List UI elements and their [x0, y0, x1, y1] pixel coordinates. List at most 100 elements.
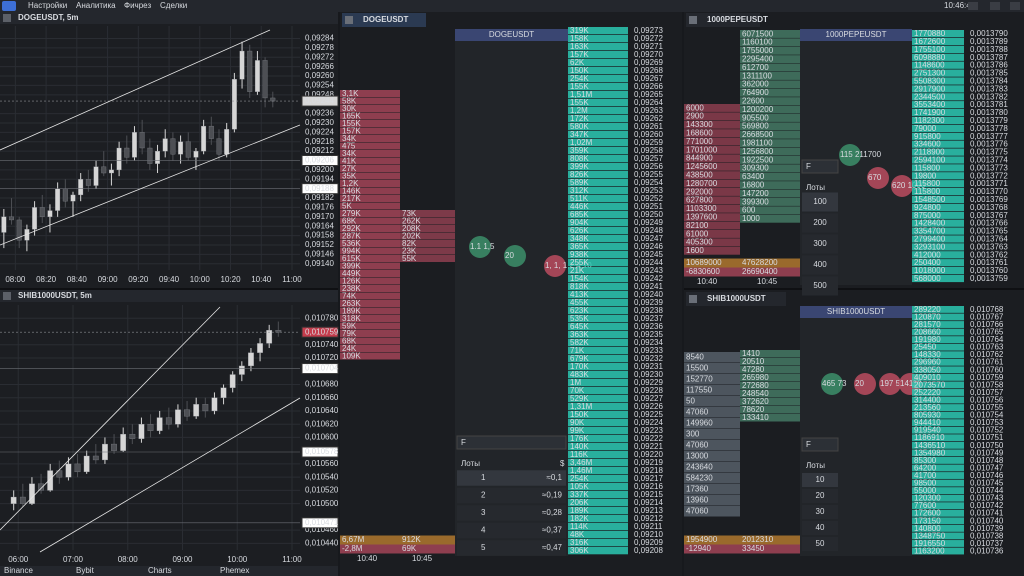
cluster-value: 536K — [342, 239, 361, 248]
filter-dropdown[interactable] — [801, 159, 839, 174]
book-volume-cell — [912, 457, 964, 464]
book-price: 0,010764 — [970, 335, 1004, 344]
cluster-value: 1,2K — [342, 179, 359, 188]
lot-button[interactable] — [802, 192, 838, 212]
book-price: 0,0013765 — [970, 227, 1008, 236]
tab-title: 1000PEPEUSDT — [707, 15, 768, 24]
filter-dropdown[interactable] — [456, 435, 567, 450]
book-price: 0,09218 — [634, 466, 663, 475]
footer-value: 26690400 — [742, 267, 778, 276]
candle-body — [101, 166, 107, 174]
book-volume: 62K — [570, 58, 585, 67]
lot-button[interactable] — [457, 505, 566, 521]
tab-icon[interactable] — [345, 16, 353, 24]
candle-body — [111, 443, 117, 451]
footer-cell — [740, 535, 800, 545]
candle-body — [39, 207, 45, 217]
book-price: 0,010742 — [970, 501, 1004, 510]
book-volume: 77600 — [914, 501, 937, 510]
book-price: 0,09233 — [634, 346, 663, 355]
lot-button[interactable] — [802, 489, 838, 503]
lot-button[interactable] — [802, 521, 838, 535]
book-volume: 645K — [570, 322, 589, 331]
lot-button[interactable] — [802, 234, 838, 254]
logo[interactable] — [2, 1, 16, 11]
book-price: 0,010755 — [970, 403, 1004, 412]
book-volume-cell — [912, 411, 964, 419]
book-volume: 312K — [570, 186, 589, 195]
filter-value: F — [461, 438, 466, 447]
lot-button[interactable] — [457, 470, 566, 486]
cluster-cell — [684, 246, 740, 255]
tab[interactable] — [686, 13, 760, 27]
book-volume: 679K — [570, 354, 589, 363]
candle-body — [254, 60, 260, 92]
filter-dropdown[interactable] — [801, 437, 839, 452]
cluster-value: 1981100 — [742, 139, 773, 148]
book-volume-cell — [568, 323, 628, 331]
book-price: 0,010758 — [970, 380, 1004, 389]
cluster-cell — [340, 300, 400, 307]
cluster-value: 143300 — [686, 120, 713, 129]
lot-button[interactable] — [802, 537, 838, 551]
lot-button[interactable] — [802, 473, 838, 487]
lot-usd: ≈0,47 — [542, 543, 563, 552]
bubble-label: 20 — [855, 379, 864, 388]
cluster-cell — [684, 462, 740, 473]
lot-button[interactable] — [802, 213, 838, 233]
window-button[interactable] — [1010, 2, 1020, 10]
book-volume: 154K — [570, 274, 589, 283]
tab[interactable] — [342, 13, 426, 27]
cluster-cell — [684, 230, 740, 238]
book-volume-cell — [568, 83, 628, 91]
lot-button[interactable] — [457, 540, 566, 556]
cluster-value: 248540 — [742, 389, 769, 398]
book-volume: 140800 — [914, 524, 941, 533]
book-volume-cell — [912, 464, 964, 472]
tab-icon[interactable] — [689, 295, 697, 303]
book-volume-cell — [568, 299, 628, 307]
book-volume: 155K — [570, 82, 589, 91]
candle-body — [138, 424, 145, 439]
chart-header — [0, 12, 338, 24]
y-tick-label: 0,09236 — [305, 109, 334, 118]
symbol-header — [800, 29, 912, 41]
cluster-cell — [340, 90, 400, 97]
window-button[interactable] — [990, 2, 1000, 10]
book-volume: 5508300 — [914, 76, 946, 85]
bubble-label: 20 — [505, 251, 514, 260]
footer-value: 2012310 — [742, 535, 774, 544]
cluster-cell — [400, 247, 455, 255]
footer-cell — [400, 535, 455, 545]
book-volume: 2118900 — [914, 148, 945, 157]
tab[interactable] — [686, 292, 786, 306]
book-volume-cell — [912, 148, 964, 156]
cluster-value: 1103300 — [686, 204, 717, 213]
lot-button[interactable] — [457, 522, 566, 539]
book-volume-cell — [568, 147, 628, 155]
trend-line — [0, 306, 221, 531]
book-volume: 915800 — [914, 132, 941, 141]
book-volume-cell — [912, 306, 964, 313]
window-button[interactable] — [968, 2, 978, 10]
book-volume: 1148600 — [914, 61, 945, 70]
lot-button[interactable] — [802, 505, 838, 519]
lot-button[interactable] — [457, 487, 566, 504]
tab-icon[interactable] — [689, 16, 697, 24]
bottom-tabs — [0, 566, 338, 576]
book-price: 0,0013779 — [970, 116, 1008, 125]
book-volume-cell — [912, 211, 964, 219]
book-price: 0,0013778 — [970, 124, 1008, 133]
cluster-value: 73K — [402, 209, 417, 218]
book-volume: 6098880 — [914, 53, 946, 62]
cluster-value: 287K — [342, 231, 361, 240]
candle-body — [29, 483, 35, 504]
lot-button[interactable] — [802, 255, 838, 275]
book-volume-cell — [912, 373, 964, 381]
lot-button[interactable] — [802, 276, 838, 296]
book-volume-cell — [568, 163, 628, 171]
cluster-cell — [684, 385, 740, 396]
candle-body — [83, 455, 90, 473]
panel-inner — [455, 29, 568, 556]
cluster-cell — [740, 164, 800, 173]
